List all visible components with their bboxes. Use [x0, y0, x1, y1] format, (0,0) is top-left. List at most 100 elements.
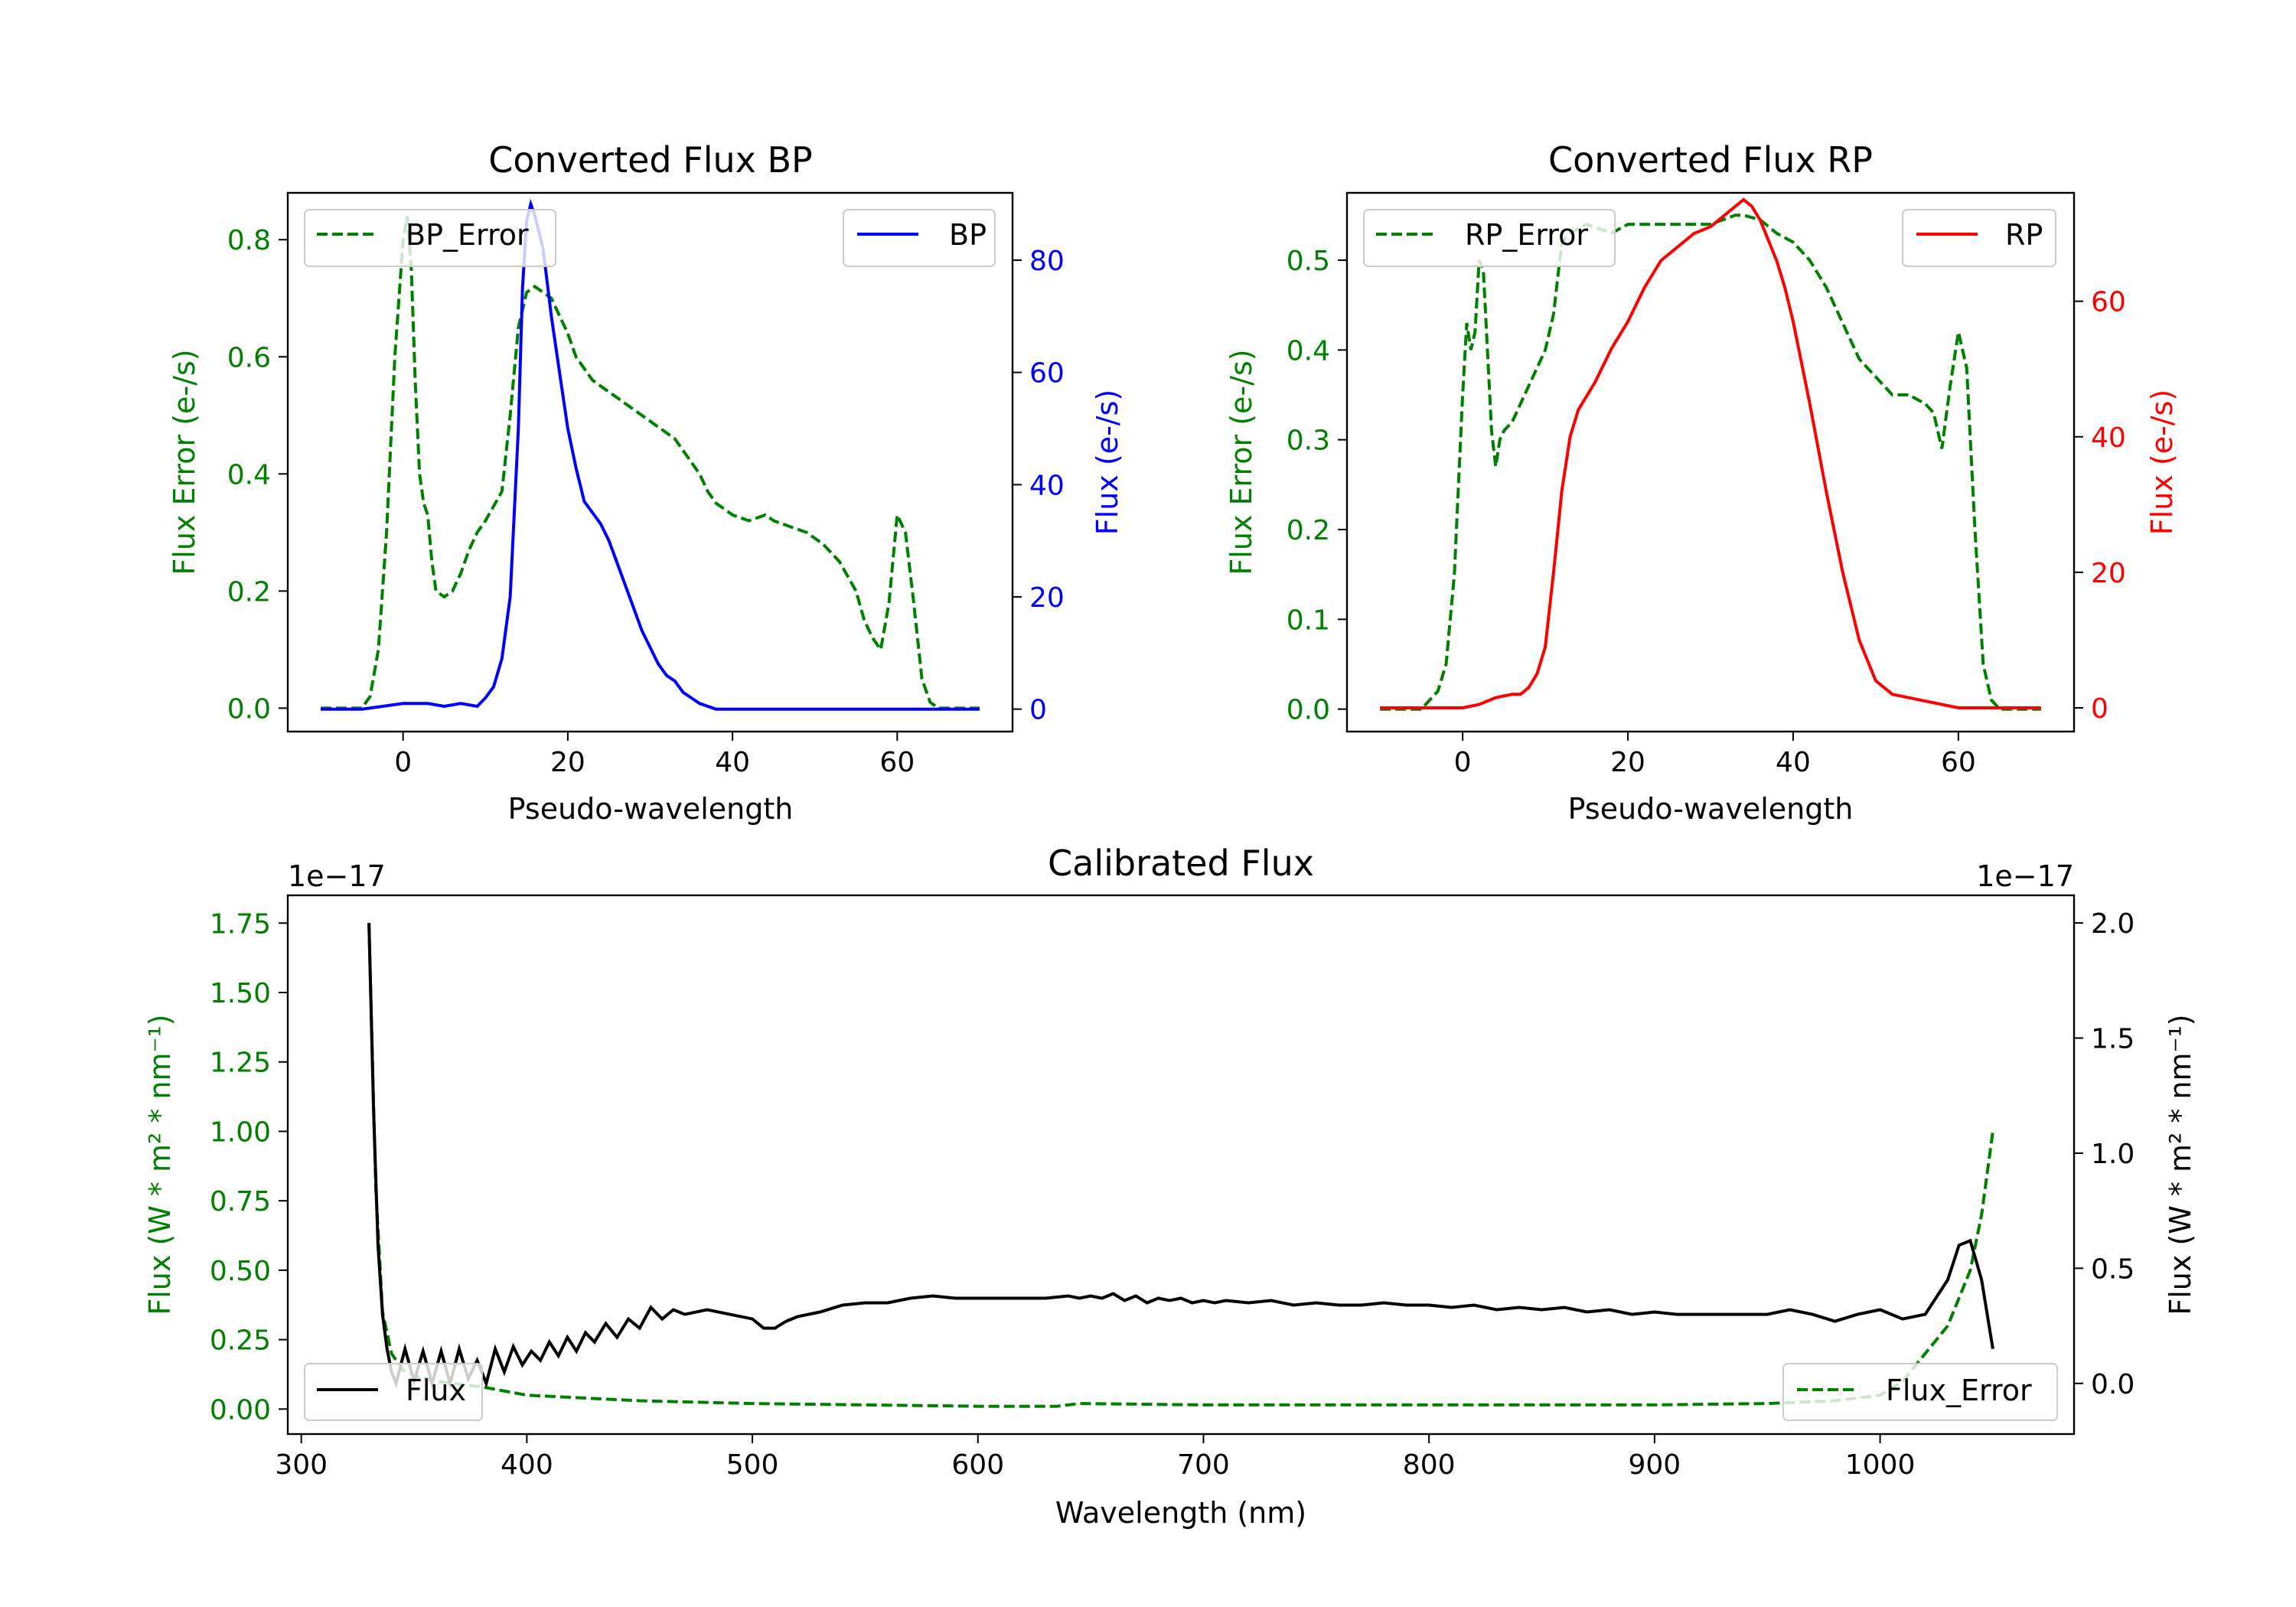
- x-tick-label: 300: [275, 1449, 328, 1481]
- right-y-tick-label: 1.5: [2091, 1024, 2135, 1055]
- x-tick-label: 800: [1403, 1449, 1456, 1481]
- right-y-tick-label: 0: [1029, 695, 1047, 726]
- tick-layer: 0 20 40 60 0.0 0.1 0.2 0.3 0.4 0.5 0 20 40 60: [1287, 246, 2126, 778]
- series-layer: [1380, 197, 2041, 711]
- right-y-tick-label: 40: [1029, 470, 1065, 501]
- left-axis-label: Flux (W * m² * nm⁻¹): [143, 1014, 177, 1315]
- left-y-tick-label: 0.50: [210, 1256, 271, 1287]
- right-y-tick-label: 60: [2091, 287, 2126, 318]
- left-axis-label: Flux Error (e-/s): [168, 349, 201, 575]
- left-y-tick-label: 0.2: [1287, 515, 1330, 546]
- right-scale-offset: 1e−17: [1976, 859, 2074, 893]
- left-y-tick-label: 0.5: [1287, 246, 1330, 277]
- left-y-tick-label: 1.00: [210, 1116, 271, 1148]
- right-y-tick-label: 0.5: [2091, 1253, 2135, 1285]
- x-tick-label: 900: [1629, 1449, 1681, 1481]
- chart-title: Converted Flux BP: [488, 139, 813, 181]
- series-line-bp: [321, 198, 980, 711]
- legend-label-flux-error: Flux_Error: [1886, 1374, 2032, 1407]
- legend-left: RP_Error: [1363, 209, 1616, 267]
- left-y-tick-label: 0.2: [227, 576, 271, 608]
- legend-frame: [1782, 1363, 2058, 1421]
- legend-label-flux: Flux: [406, 1374, 466, 1407]
- right-axis-label: Flux (e-/s): [2145, 390, 2179, 535]
- right-axis-label: Flux (e-/s): [1091, 390, 1124, 535]
- legend-left: BP_Error: [304, 209, 556, 267]
- left-y-tick-label: 0.8: [227, 225, 271, 256]
- legend-label-rp: RP: [2005, 218, 2043, 252]
- x-tick-label: 60: [1941, 747, 1976, 778]
- right-y-tick-label: 80: [1029, 246, 1065, 277]
- right-axis-label: Flux (W * m² * nm⁻¹): [2164, 1014, 2197, 1315]
- x-tick-label: 500: [726, 1449, 779, 1481]
- legend-frame: [843, 209, 996, 267]
- tick-layer: 300 400 500 600 700 800 900 1000 0.00 0.25 0.50 0.7…: [210, 908, 2135, 1481]
- chart-title: Calibrated Flux: [1048, 843, 1314, 884]
- legend-frame: [304, 209, 556, 267]
- left-y-tick-label: 1.25: [210, 1048, 271, 1079]
- right-y-tick-label: 40: [2091, 422, 2126, 454]
- left-y-tick-label: 0.6: [227, 342, 271, 373]
- x-axis-label: Wavelength (nm): [1055, 1496, 1306, 1530]
- left-y-tick-label: 0.1: [1287, 605, 1330, 636]
- tick-layer: 0 20 40 60 0.0 0.2 0.4 0.6 0.8 0 20 40 60 80: [227, 225, 1065, 778]
- legend-label-rp-error: RP_Error: [1465, 218, 1588, 252]
- x-tick-label: 700: [1177, 1449, 1230, 1481]
- left-y-tick-label: 1.75: [210, 908, 271, 940]
- legend-label-bp-error: BP_Error: [406, 218, 529, 252]
- chart-calibrated: Calibrated Flux 1e−17 1e−17 300 400 500 600…: [143, 843, 2197, 1530]
- right-y-tick-label: 20: [1029, 582, 1065, 614]
- chart-bp: Converted Flux BP 0 20 40 60 0.0 0.2 0.4 0.6 0.8…: [168, 139, 1124, 826]
- left-y-tick-label: 0.0: [1287, 695, 1330, 726]
- x-tick-label: 0: [394, 747, 412, 778]
- x-tick-label: 1000: [1845, 1449, 1916, 1481]
- left-y-tick-label: 0.25: [210, 1325, 271, 1357]
- left-scale-offset: 1e−17: [288, 859, 386, 893]
- right-y-tick-label: 1.0: [2091, 1139, 2135, 1170]
- series-line-flux: [367, 923, 1994, 1390]
- legend-right: Flux_Error: [1782, 1363, 2058, 1421]
- x-tick-label: 400: [501, 1449, 553, 1481]
- plot-frame: [1345, 191, 2076, 733]
- right-y-tick-label: 60: [1029, 358, 1065, 390]
- x-tick-label: 40: [715, 747, 750, 778]
- left-y-tick-label: 0.4: [1287, 335, 1330, 367]
- series-line-rp: [1380, 197, 2041, 709]
- x-tick-label: 40: [1776, 747, 1811, 778]
- legend-frame: [1902, 209, 2056, 267]
- series-layer: [321, 198, 980, 711]
- legend-frame: [1363, 209, 1616, 267]
- series-line-bp-error: [321, 216, 980, 710]
- left-y-tick-label: 0.4: [227, 459, 271, 491]
- chart-rp: Converted Flux RP 0 20 40 60 0.0 0.1 0.2 0.3 0.4…: [1225, 139, 2179, 826]
- left-axis-label: Flux Error (e-/s): [1225, 349, 1258, 575]
- left-y-tick-label: 0.3: [1287, 425, 1330, 457]
- plot-frame: [286, 191, 1014, 733]
- series-layer: [367, 923, 1994, 1408]
- legend-left: Flux: [304, 1363, 483, 1421]
- right-y-tick-label: 20: [2091, 558, 2126, 589]
- x-tick-label: 20: [1610, 747, 1645, 778]
- legend-label-bp: BP: [949, 218, 987, 252]
- x-axis-label: Pseudo-wavelength: [1568, 792, 1854, 826]
- x-axis-label: Pseudo-wavelength: [508, 792, 794, 826]
- left-y-tick-label: 0.75: [210, 1186, 271, 1217]
- right-y-tick-label: 0.0: [2091, 1369, 2135, 1400]
- left-y-tick-label: 0.00: [210, 1394, 271, 1426]
- series-line-rp-error: [1380, 214, 2041, 711]
- plot-frame: [286, 894, 2076, 1436]
- x-tick-label: 0: [1454, 747, 1472, 778]
- x-tick-label: 60: [879, 747, 915, 778]
- chart-title: Converted Flux RP: [1548, 139, 1873, 181]
- series-line-flux-error: [367, 923, 1994, 1408]
- legend-right: RP: [1902, 209, 2056, 267]
- left-y-tick-label: 1.50: [210, 978, 271, 1009]
- right-y-tick-label: 2.0: [2091, 908, 2135, 940]
- legend-right: BP: [843, 209, 996, 267]
- right-y-tick-label: 0: [2091, 693, 2108, 725]
- x-tick-label: 600: [951, 1449, 1004, 1481]
- x-tick-label: 20: [550, 747, 585, 778]
- legend-frame: [304, 1363, 483, 1421]
